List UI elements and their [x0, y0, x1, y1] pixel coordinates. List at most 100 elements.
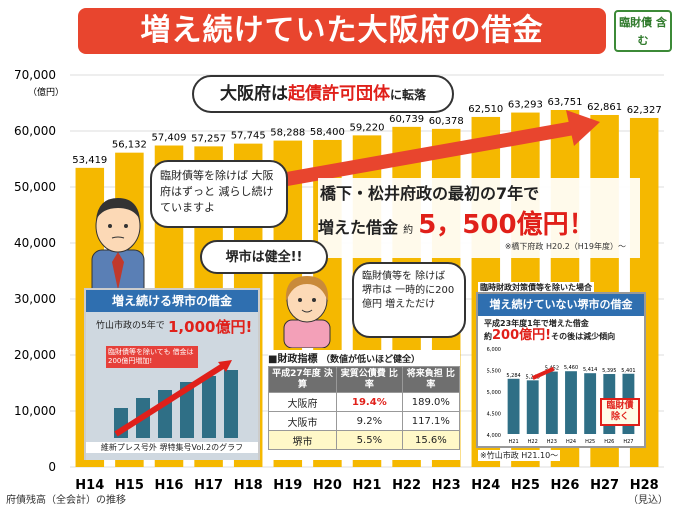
bar-value-label: 60,378 — [429, 116, 464, 127]
inset-x-tick: H22 — [528, 439, 538, 445]
inset-right-stamp: 臨財債 除く — [600, 398, 640, 426]
inset-right-yaku: 約 — [484, 332, 492, 341]
chart-caption: 府債残高（全会計）の推移 — [6, 495, 126, 506]
page-title: 増え続けていた大阪府の借金 — [78, 8, 606, 54]
inset-right-title: 増え続けていない堺市の借金 — [478, 294, 644, 316]
x-tick-label: H22 — [392, 478, 421, 493]
bar-value-label: 57,745 — [231, 131, 266, 142]
inset-x-tick: H24 — [566, 439, 576, 445]
hashimoto-amount: 5，500億円！ — [418, 210, 595, 240]
y-tick-label: 40,000 — [14, 236, 56, 250]
fin-cell: 15.6% — [401, 430, 461, 450]
x-tick-label: H20 — [313, 478, 342, 493]
inset-left-subtitle: 竹山市政の5年で — [96, 321, 165, 331]
y-tick-label: 10,000 — [14, 404, 56, 418]
kisai-callout: 大阪府は起債許可団体に転落 — [192, 75, 454, 113]
bar-value-label: 60,739 — [389, 114, 424, 125]
x-tick-label: H14 — [75, 478, 104, 493]
fin-header: 平成27年度 決算 — [267, 366, 338, 393]
hashimoto-note: ※橋下府政 H20.2（H19年度）〜 — [504, 242, 626, 251]
x-tick-label: H17 — [194, 478, 223, 493]
inset-bar — [507, 378, 520, 434]
inset-left-panel: 増え続ける堺市の借金 竹山市政の5年で 1,000億円! 臨財債等を除いても 借… — [84, 288, 260, 460]
table-row: 堺市 5.5% 15.6% — [267, 430, 461, 450]
inset-x-tick: H23 — [547, 439, 557, 445]
inset-right-chart: 4,0004,5005,0005,5006,0005,284H215,248H2… — [487, 347, 636, 445]
x-tick-label: H21 — [353, 478, 382, 493]
inset-arrow — [531, 366, 555, 380]
bar-value-label: 62,510 — [468, 104, 503, 115]
x-tick-label: H16 — [155, 478, 184, 493]
kisai-post: に転落 — [389, 88, 426, 102]
inset-left-source: 維新プレス号外 堺特集号Vol.2のグラフ — [86, 442, 258, 453]
inset-bar-value: 5,401 — [621, 368, 635, 374]
inset-y-tick: 4,000 — [487, 433, 501, 439]
man-bubble-text: 臨財債等を除けば 大阪府はずっと 減らし続けていますよ — [160, 169, 274, 214]
y-axis-label: （億円） — [28, 86, 64, 98]
financial-indicators: ■財政指標 （数値が低いほど健全） 平成27年度 決算 実質公債費 比率 将来負… — [267, 350, 461, 460]
bar-value-label: 58,400 — [310, 127, 345, 138]
inset-bar — [584, 373, 597, 434]
y-tick-label: 60,000 — [14, 124, 56, 138]
x-tick-label: H27 — [590, 478, 619, 493]
x-tick-label: H26 — [551, 478, 580, 493]
sakai-bubble-text: 堺市は健全!! — [225, 250, 303, 265]
fin-title: ■財政指標 — [268, 354, 318, 365]
header: 増え続けていた大阪府の借金 臨財債 含む — [0, 0, 680, 58]
x-tick-label: H19 — [273, 478, 302, 493]
y-tick-label: 30,000 — [14, 292, 56, 306]
inset-right-amount: 200億円! — [492, 328, 552, 343]
y-tick-label: 20,000 — [14, 348, 56, 362]
x-tick-label: H18 — [234, 478, 263, 493]
woman-bubble-text: 臨財債等を 除けば 堺市は 一時的に200億円 増えただけ — [362, 271, 455, 310]
inset-x-tick: H25 — [585, 439, 595, 445]
inset-x-tick: H21 — [509, 439, 519, 445]
inset-y-tick: 4,500 — [487, 412, 501, 418]
woman-illustration — [283, 276, 331, 348]
inset-left-box: 臨財債等を除いても 借金は200億円増加! — [106, 346, 198, 368]
bar-value-label: 62,861 — [587, 102, 622, 113]
last-category-note: （見込） — [628, 495, 668, 506]
fin-cell: 5.5% — [336, 430, 403, 450]
y-tick-label: 70,000 — [14, 68, 56, 82]
bar-value-label: 63,293 — [508, 100, 543, 111]
fin-header: 実質公債費 比率 — [336, 366, 403, 393]
fin-cell: 大阪府 — [267, 392, 338, 412]
inset-y-tick: 6,000 — [487, 347, 501, 353]
fin-table: 平成27年度 決算 実質公債費 比率 将来負担 比率 大阪府 19.4% 189… — [267, 366, 461, 450]
fin-cell: 19.4% — [336, 392, 403, 412]
inset-x-tick: H27 — [623, 439, 633, 445]
inset-left-title: 増え続ける堺市の借金 — [86, 290, 258, 312]
inset-bar — [545, 371, 558, 434]
bar-value-label: 56,132 — [112, 140, 147, 151]
inset-bar-value: 5,284 — [506, 373, 520, 379]
inset-left-amount: 1,000億円! — [168, 318, 253, 336]
inset-right-panel: 増え続けていない堺市の借金 平成23年度1年で増えた借金 約200億円!その後は… — [476, 292, 646, 448]
man-speech-bubble: 臨財債等を除けば 大阪府はずっと 減らし続けていますよ — [150, 160, 288, 228]
bar-value-label: 58,288 — [270, 128, 305, 139]
trend-arrowhead — [566, 110, 600, 146]
woman-speech-bubble: 臨財債等を 除けば 堺市は 一時的に200億円 増えただけ — [352, 262, 466, 338]
inset-bar — [526, 380, 539, 434]
table-row: 大阪市 9.2% 117.1% — [267, 411, 461, 431]
fin-cell: 117.1% — [401, 411, 461, 431]
bar-value-label: 59,220 — [350, 122, 385, 133]
bar-value-label: 53,419 — [72, 155, 107, 166]
fin-note: （数値が低いほど健全） — [320, 355, 420, 365]
hashimoto-line1: 橋下・松井府政の最初の7年で — [320, 184, 540, 203]
inset-x-tick: H26 — [604, 439, 614, 445]
x-tick-label: H15 — [115, 478, 144, 493]
inset-bar-value: 5,395 — [602, 368, 616, 374]
x-tick-label: H28 — [630, 478, 659, 493]
inset-y-tick: 5,000 — [487, 390, 501, 396]
inset-bar — [565, 371, 577, 434]
x-tick-label: H24 — [471, 478, 500, 493]
hashimoto-box: 橋下・松井府政の最初の7年で 増えた借金 約 5，500億円！ ※橋下府政 H2… — [318, 178, 640, 258]
inset-bar-value: 5,460 — [564, 365, 578, 371]
bar-value-label: 57,257 — [191, 133, 226, 144]
inset-right-line1: 平成23年度1年で増えた借金 — [484, 319, 589, 328]
x-tick-label: H25 — [511, 478, 540, 493]
fin-cell: 9.2% — [336, 411, 403, 431]
fin-header: 将来負担 比率 — [401, 366, 461, 393]
x-tick-label: H23 — [432, 478, 461, 493]
